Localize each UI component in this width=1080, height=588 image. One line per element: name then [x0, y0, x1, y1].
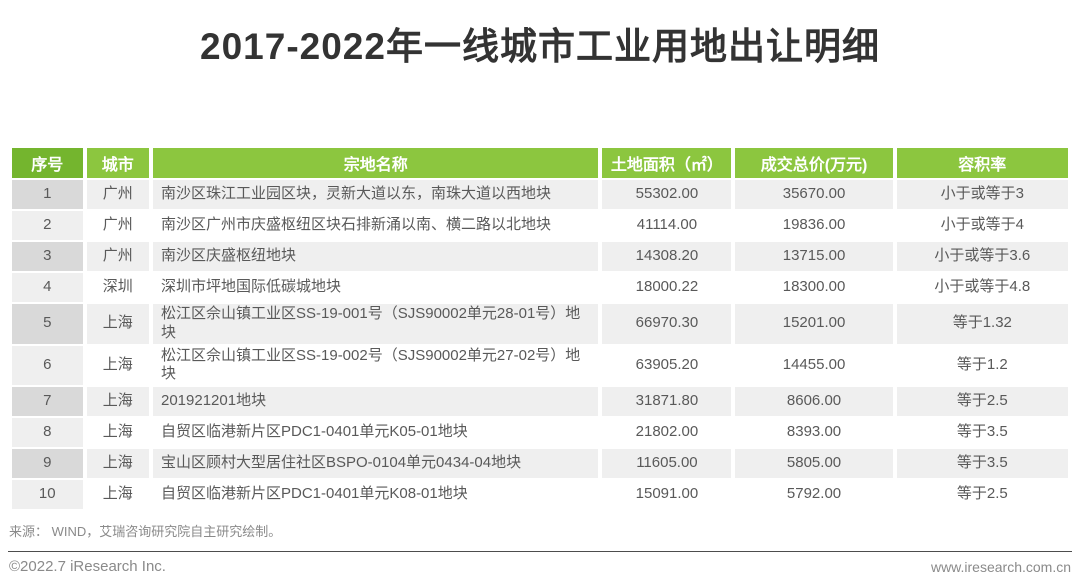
cell-parcel-name: 松江区佘山镇工业区SS-19-001号（SJS90002单元28-01号）地块 — [153, 304, 599, 344]
cell-plot-ratio: 等于3.5 — [896, 418, 1068, 447]
land-transfer-table: 序号 城市 宗地名称 土地面积（㎡） 成交总价(万元) 容积率 1 广州 南沙区珠江工业园区块… — [8, 146, 1072, 511]
footer-divider — [8, 551, 1072, 552]
cell-total-price: 18300.00 — [735, 273, 893, 302]
website-link[interactable]: www.iresearch.com.cn — [930, 559, 1071, 575]
column-header-3: 土地面积（㎡） — [602, 148, 732, 178]
cell-seq: 3 — [12, 242, 83, 271]
cell-parcel-name: 宝山区顾村大型居住社区BSPO-0104单元0434-04地块 — [153, 449, 599, 478]
cell-land-area: 21802.00 — [602, 418, 732, 447]
cell-plot-ratio: 小于或等于3.6 — [896, 242, 1068, 271]
table-row: 6 上海 松江区佘山镇工业区SS-19-002号（SJS90002单元27-02号）… — [12, 345, 1068, 385]
cell-city: 上海 — [86, 304, 149, 344]
cell-total-price: 13715.00 — [735, 242, 893, 271]
cell-seq: 2 — [12, 211, 83, 240]
cell-plot-ratio: 小于或等于4 — [896, 211, 1068, 240]
cell-city: 上海 — [86, 387, 149, 416]
cell-seq: 10 — [12, 480, 83, 509]
table-row: 3 广州 南沙区庆盛枢纽地块 14308.20 13715.00 小于或等于3.6 — [12, 242, 1068, 271]
source-note: 来源： WIND，艾瑞咨询研究院自主研究绘制。 — [9, 524, 282, 539]
table-header-row: 序号 城市 宗地名称 土地面积（㎡） 成交总价(万元) 容积率 — [12, 148, 1068, 178]
table-row: 5 上海 松江区佘山镇工业区SS-19-001号（SJS90002单元28-01号）… — [12, 304, 1068, 344]
cell-total-price: 14455.00 — [735, 345, 893, 385]
cell-land-area: 15091.00 — [602, 480, 732, 509]
cell-seq: 4 — [12, 273, 83, 302]
cell-parcel-name: 南沙区珠江工业园区块，灵新大道以东，南珠大道以西地块 — [153, 180, 599, 209]
cell-total-price: 35670.00 — [735, 180, 893, 209]
cell-total-price: 19836.00 — [735, 211, 893, 240]
table-row: 7 上海 201921201地块 31871.80 8606.00 等于2.5 — [12, 387, 1068, 416]
cell-city: 上海 — [86, 418, 149, 447]
cell-seq: 5 — [12, 304, 83, 344]
table-row: 1 广州 南沙区珠江工业园区块，灵新大道以东，南珠大道以西地块 55302.00 356… — [12, 180, 1068, 209]
table-row: 8 上海 自贸区临港新片区PDC1-0401单元K05-01地块 21802.00 83… — [12, 418, 1068, 447]
cell-land-area: 31871.80 — [602, 387, 732, 416]
copyright-text: ©2022.7 iResearch Inc. — [9, 558, 166, 575]
column-header-1: 城市 — [86, 148, 149, 178]
cell-plot-ratio: 等于1.2 — [896, 345, 1068, 385]
cell-land-area: 66970.30 — [602, 304, 732, 344]
cell-city: 深圳 — [86, 273, 149, 302]
cell-land-area: 11605.00 — [602, 449, 732, 478]
cell-plot-ratio: 小于或等于4.8 — [896, 273, 1068, 302]
cell-land-area: 18000.22 — [602, 273, 732, 302]
cell-land-area: 14308.20 — [602, 242, 732, 271]
cell-parcel-name: 松江区佘山镇工业区SS-19-002号（SJS90002单元27-02号）地块 — [153, 345, 599, 385]
table-row: 4 深圳 深圳市坪地国际低碳城地块 18000.22 18300.00 小于或等于4.8 — [12, 273, 1068, 302]
cell-seq: 7 — [12, 387, 83, 416]
cell-plot-ratio: 等于2.5 — [896, 480, 1068, 509]
cell-city: 上海 — [86, 345, 149, 385]
cell-city: 广州 — [86, 242, 149, 271]
cell-plot-ratio: 小于或等于3 — [896, 180, 1068, 209]
cell-plot-ratio: 等于3.5 — [896, 449, 1068, 478]
cell-total-price: 8606.00 — [735, 387, 893, 416]
cell-parcel-name: 南沙区庆盛枢纽地块 — [153, 242, 599, 271]
cell-total-price: 5805.00 — [735, 449, 893, 478]
column-header-5: 容积率 — [896, 148, 1068, 178]
cell-land-area: 55302.00 — [602, 180, 732, 209]
cell-plot-ratio: 等于2.5 — [896, 387, 1068, 416]
cell-city: 上海 — [86, 480, 149, 509]
cell-seq: 1 — [12, 180, 83, 209]
cell-plot-ratio: 等于1.32 — [896, 304, 1068, 344]
column-header-4: 成交总价(万元) — [735, 148, 893, 178]
cell-seq: 6 — [12, 345, 83, 385]
page-title: 2017-2022年一线城市工业用地出让明细 — [200, 26, 880, 67]
column-header-0: 序号 — [12, 148, 83, 178]
cell-parcel-name: 自贸区临港新片区PDC1-0401单元K05-01地块 — [153, 418, 599, 447]
column-header-2: 宗地名称 — [153, 148, 599, 178]
cell-seq: 8 — [12, 418, 83, 447]
cell-parcel-name: 深圳市坪地国际低碳城地块 — [153, 273, 599, 302]
table-body: 1 广州 南沙区珠江工业园区块，灵新大道以东，南珠大道以西地块 55302.00 356… — [12, 180, 1068, 509]
table-row: 10 上海 自贸区临港新片区PDC1-0401单元K08-01地块 15091.00 5… — [12, 480, 1068, 509]
cell-seq: 9 — [12, 449, 83, 478]
cell-total-price: 15201.00 — [735, 304, 893, 344]
cell-total-price: 8393.00 — [735, 418, 893, 447]
table-row: 9 上海 宝山区顾村大型居住社区BSPO-0104单元0434-04地块 11605.… — [12, 449, 1068, 478]
cell-city: 广州 — [86, 211, 149, 240]
table-row: 2 广州 南沙区广州市庆盛枢纽区块石排新涌以南、横二路以北地块 41114.00 198… — [12, 211, 1068, 240]
cell-total-price: 5792.00 — [735, 480, 893, 509]
cell-city: 广州 — [86, 180, 149, 209]
cell-parcel-name: 南沙区广州市庆盛枢纽区块石排新涌以南、横二路以北地块 — [153, 211, 599, 240]
cell-city: 上海 — [86, 449, 149, 478]
cell-parcel-name: 自贸区临港新片区PDC1-0401单元K08-01地块 — [153, 480, 599, 509]
cell-parcel-name: 201921201地块 — [153, 387, 599, 416]
cell-land-area: 63905.20 — [602, 345, 732, 385]
cell-land-area: 41114.00 — [602, 211, 732, 240]
